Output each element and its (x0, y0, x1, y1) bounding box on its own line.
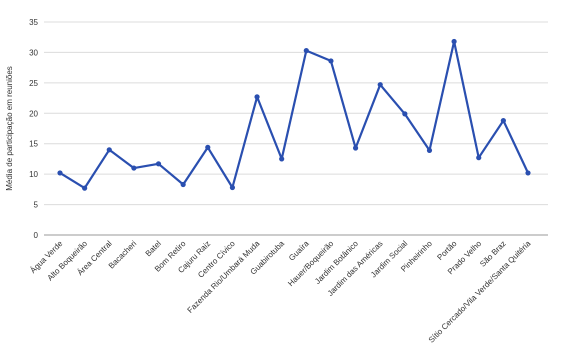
data-point (155, 161, 162, 167)
data-point (525, 170, 531, 176)
y-tick-label: 0 (34, 231, 39, 240)
x-tick-label: Jardim Botânico (313, 239, 360, 286)
x-tick-label: Portão (435, 239, 458, 262)
data-point (377, 82, 383, 88)
data-point (451, 38, 457, 45)
y-tick-label: 10 (29, 170, 38, 179)
data-point (426, 147, 433, 154)
data-point (476, 155, 482, 161)
y-tick-label: 30 (29, 48, 38, 57)
series-line (59, 40, 529, 190)
x-tick-label: Guaíra (287, 239, 311, 263)
data-point (303, 48, 309, 54)
y-tick-label: 20 (29, 109, 38, 118)
data-point (352, 145, 359, 151)
data-point (82, 185, 88, 191)
data-point (229, 184, 236, 191)
y-axis-ticks: 0 5 10 15 20 25 30 35 (29, 18, 38, 240)
data-point (57, 170, 63, 176)
data-point (328, 58, 334, 64)
gridlines (44, 21, 548, 236)
data-point (254, 94, 260, 100)
data-point (500, 117, 506, 124)
y-tick-label: 5 (34, 201, 39, 210)
data-point (279, 156, 285, 162)
y-tick-label: 15 (29, 140, 38, 149)
x-tick-label: Batel (144, 239, 163, 258)
data-point (106, 147, 112, 153)
data-point (131, 165, 137, 171)
series-markers (57, 38, 531, 191)
y-tick-label: 25 (29, 79, 38, 88)
y-tick-label: 35 (29, 18, 38, 27)
data-point (180, 181, 186, 188)
y-axis-label: Média de participação em reuniões (5, 66, 14, 191)
data-point (205, 144, 211, 150)
data-point (402, 111, 408, 117)
